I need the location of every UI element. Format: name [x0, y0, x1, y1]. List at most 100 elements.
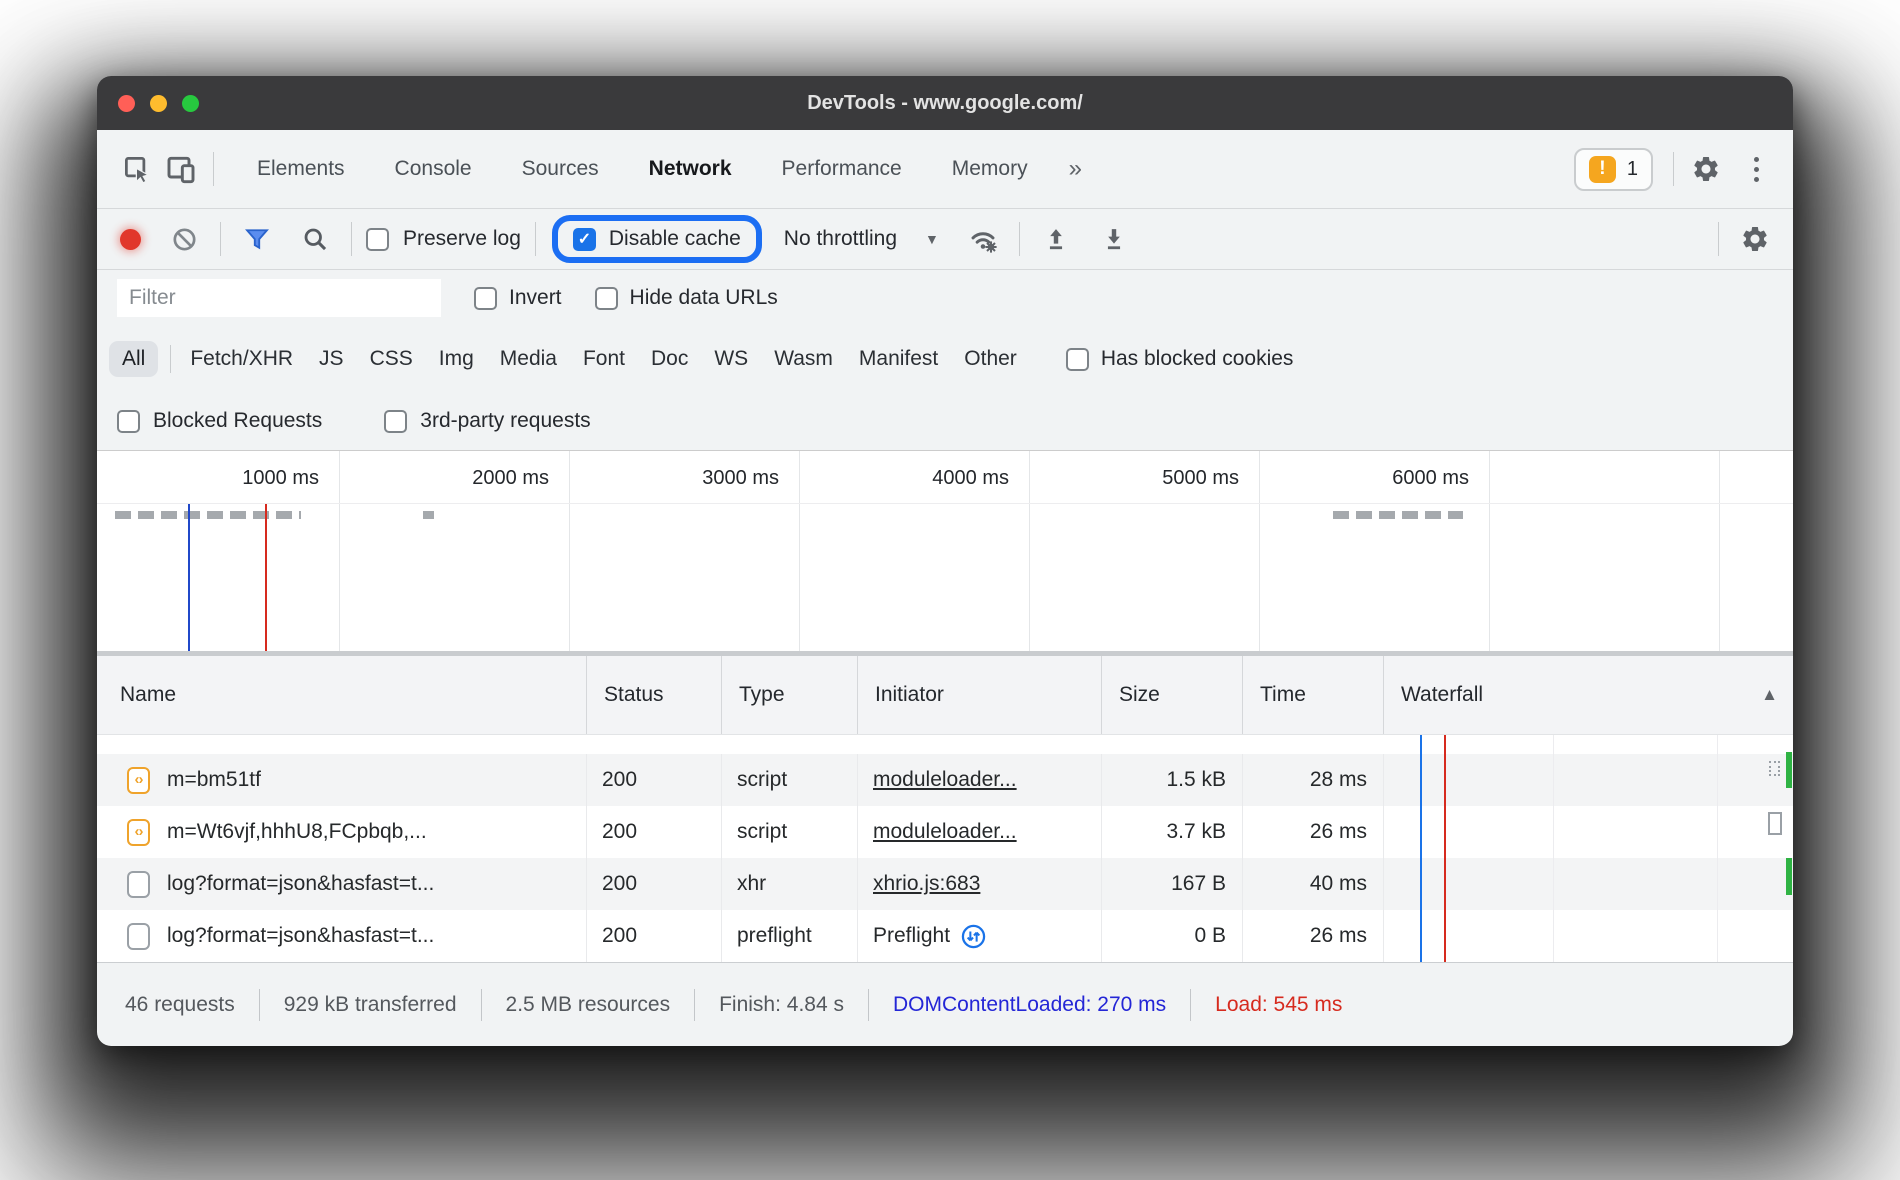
more-tabs-button[interactable]: » — [1068, 155, 1082, 182]
disable-cache-label[interactable]: Disable cache — [608, 227, 741, 250]
issue-count: 1 — [1626, 157, 1638, 180]
initiator-link[interactable]: moduleloader... — [873, 820, 1017, 843]
table-row-4[interactable]: log?format=json&hasfast=t... 200 preflig… — [97, 910, 1793, 962]
column-header-initiator[interactable]: Initiator — [858, 656, 1102, 734]
sort-ascending-icon[interactable]: ▲ — [1761, 685, 1778, 704]
issues-badge-button[interactable]: ! 1 — [1573, 147, 1653, 191]
dom-content-loaded-marker — [188, 504, 190, 651]
script-file-icon — [127, 818, 150, 846]
initiator-link[interactable]: moduleloader... — [873, 768, 1017, 791]
timeline-segment — [1720, 451, 1793, 651]
tab-sources[interactable]: Sources — [521, 157, 599, 180]
type-filter-css[interactable]: CSS — [369, 347, 413, 370]
tab-network[interactable]: Network — [648, 157, 732, 180]
request-status: 200 — [602, 768, 638, 791]
load-time: Load: 545 ms — [1215, 992, 1343, 1016]
type-filter-img[interactable]: Img — [438, 347, 474, 370]
throttling-value: No throttling — [783, 227, 898, 250]
settings-gear-icon[interactable] — [1684, 147, 1728, 191]
separator — [258, 988, 260, 1021]
filter-funnel-icon[interactable] — [235, 217, 279, 261]
network-overview-timeline[interactable]: 1000 ms 2000 ms 3000 ms 4000 ms 5000 ms … — [97, 450, 1793, 651]
column-header-time[interactable]: Time — [1243, 656, 1384, 734]
separator — [1673, 152, 1674, 186]
type-filter-ws[interactable]: WS — [714, 347, 749, 370]
initiator-preflight[interactable]: Preflight — [873, 924, 951, 947]
filter-input[interactable] — [117, 279, 441, 317]
timeline-segment: 4000 ms — [800, 451, 1030, 651]
table-row-2[interactable]: m=Wt6vjf,hhhU8,FCpbqb,... 200 script mod… — [97, 806, 1793, 858]
has-blocked-cookies-checkbox[interactable] — [1065, 347, 1089, 371]
tab-elements[interactable]: Elements — [257, 157, 345, 180]
separator — [868, 988, 869, 1021]
close-window-button[interactable] — [118, 94, 135, 112]
column-header-status[interactable]: Status — [587, 656, 722, 734]
column-header-type[interactable]: Type — [722, 656, 858, 734]
separator — [213, 152, 214, 186]
more-options-menu-icon[interactable] — [1738, 156, 1775, 182]
record-network-log-button[interactable] — [120, 228, 141, 250]
tab-memory[interactable]: Memory — [951, 157, 1028, 180]
inspect-element-button[interactable] — [115, 147, 159, 191]
document-file-icon — [127, 870, 150, 898]
blocked-requests-label[interactable]: Blocked Requests — [153, 409, 323, 432]
devtools-tab-bar: Elements Console Sources Network Perform… — [97, 130, 1793, 209]
type-filter-js[interactable]: JS — [319, 347, 344, 370]
preflight-request-icon[interactable] — [960, 923, 987, 950]
preserve-log-checkbox[interactable] — [366, 227, 389, 251]
type-filter-fetch-xhr[interactable]: Fetch/XHR — [190, 347, 294, 370]
invert-checkbox[interactable] — [474, 286, 497, 310]
invert-label[interactable]: Invert — [509, 286, 562, 309]
type-filter-font[interactable]: Font — [582, 347, 625, 370]
hide-data-urls-checkbox[interactable] — [594, 286, 618, 310]
request-status: 200 — [602, 820, 638, 843]
blocked-requests-checkbox[interactable] — [117, 409, 140, 433]
separator — [534, 222, 536, 256]
separator — [220, 222, 221, 256]
separator — [1018, 222, 1020, 256]
clear-network-log-icon[interactable] — [162, 217, 206, 261]
table-row-1[interactable]: m=bm51tf 200 script moduleloader... 1.5 … — [97, 754, 1793, 806]
toggle-device-toolbar-button[interactable] — [159, 147, 203, 191]
has-blocked-cookies-label[interactable]: Has blocked cookies — [1100, 347, 1294, 370]
request-type: xhr — [737, 872, 767, 895]
third-party-requests-checkbox[interactable] — [384, 409, 408, 433]
search-icon[interactable] — [293, 217, 337, 261]
minimize-window-button[interactable] — [150, 94, 167, 112]
import-har-icon[interactable] — [1034, 217, 1078, 261]
network-conditions-icon[interactable] — [961, 217, 1005, 261]
timeline-segment — [1490, 451, 1720, 651]
request-size: 0 B — [1194, 924, 1226, 947]
separator — [1718, 222, 1719, 256]
request-time: 26 ms — [1309, 820, 1367, 843]
tab-performance[interactable]: Performance — [781, 157, 902, 180]
export-har-icon[interactable] — [1092, 217, 1136, 261]
type-filter-doc[interactable]: Doc — [651, 347, 689, 370]
table-row-3[interactable]: log?format=json&hasfast=t... 200 xhr xhr… — [97, 858, 1793, 910]
column-header-name[interactable]: Name — [97, 656, 587, 734]
column-header-waterfall[interactable]: Waterfall ▲ — [1401, 683, 1778, 706]
request-size: 167 B — [1171, 872, 1226, 895]
type-filter-manifest[interactable]: Manifest — [858, 347, 939, 370]
network-settings-gear-icon[interactable] — [1733, 217, 1777, 261]
timeline-tick: 5000 ms — [1162, 467, 1239, 489]
window-title: DevTools - www.google.com/ — [807, 91, 1083, 114]
type-filter-media[interactable]: Media — [499, 347, 557, 370]
type-filter-wasm[interactable]: Wasm — [774, 347, 833, 370]
preserve-log-label[interactable]: Preserve log — [403, 227, 521, 250]
third-party-requests-label[interactable]: 3rd-party requests — [420, 409, 591, 432]
requests-count: 46 requests — [125, 992, 235, 1016]
zoom-window-button[interactable] — [182, 94, 199, 112]
resource-type-filters: All Fetch/XHR JS CSS Img Media Font Doc … — [97, 326, 1793, 392]
finish-time: Finish: 4.84 s — [719, 992, 844, 1016]
tab-console[interactable]: Console — [394, 157, 472, 180]
filter-row: Invert Hide data URLs — [97, 270, 1793, 326]
throttling-dropdown[interactable]: No throttling ▼ — [784, 227, 939, 251]
hide-data-urls-label[interactable]: Hide data URLs — [629, 286, 778, 309]
column-header-size[interactable]: Size — [1102, 656, 1243, 734]
initiator-link[interactable]: xhrio.js:683 — [873, 872, 981, 895]
type-filter-all[interactable]: All — [109, 341, 159, 377]
disable-cache-checkbox[interactable] — [572, 227, 596, 251]
timeline-segment: 6000 ms — [1260, 451, 1490, 651]
type-filter-other[interactable]: Other — [964, 347, 1017, 370]
